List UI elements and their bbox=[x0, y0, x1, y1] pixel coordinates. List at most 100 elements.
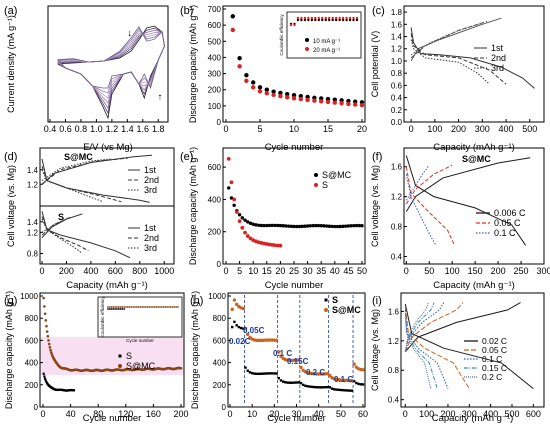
panel-e-y-tick-label: 200 bbox=[208, 228, 222, 237]
panel-e-point-1 bbox=[229, 180, 234, 185]
panel-e-point-0 bbox=[335, 224, 340, 229]
panel-e-x-tick-label: 35 bbox=[316, 266, 326, 276]
panel-c-panel-label: (c) bbox=[372, 5, 385, 17]
panel-g-inset-point bbox=[144, 306, 147, 308]
panel-b-inset-point bbox=[307, 16, 310, 20]
panel-c-frame bbox=[403, 5, 545, 123]
panel-h-x-tick-label: 60 bbox=[358, 409, 368, 419]
panel-e-legend-label: S bbox=[322, 180, 328, 190]
panel-b-point-1 bbox=[359, 103, 365, 108]
panel-g-inset-point bbox=[107, 306, 109, 308]
panel-h-point-1 bbox=[232, 298, 237, 302]
panel-g-inset-point bbox=[157, 306, 160, 308]
panel-d-bottom-curve bbox=[41, 213, 83, 238]
panel-e-point-0 bbox=[270, 223, 274, 228]
panel-g-inset-point bbox=[169, 306, 172, 308]
panel-h-point-1 bbox=[277, 350, 281, 354]
panel-h-point-0 bbox=[231, 325, 234, 329]
panel-b-inset-point bbox=[352, 18, 355, 22]
panel-f-discharge-1 bbox=[405, 155, 527, 246]
panel-e-point-0 bbox=[251, 222, 255, 226]
panel-g-point-0 bbox=[43, 377, 47, 380]
panel-i-panel-label: (i) bbox=[372, 295, 382, 307]
panel-g-inset-ylabel: Coulombic efficiency bbox=[100, 296, 105, 338]
panel-e-point-0 bbox=[232, 203, 236, 207]
panel-b-x-tick-label: 10 bbox=[289, 124, 299, 134]
panel-b-point-0 bbox=[251, 80, 256, 85]
panel-h-point-1 bbox=[328, 373, 332, 378]
panel-g-inset-point bbox=[175, 306, 178, 308]
panel-e-xlabel: Cycle number bbox=[265, 280, 324, 291]
panel-b-inset-point bbox=[355, 16, 359, 20]
panel-h-point-0 bbox=[253, 372, 256, 375]
panel-f-y-tick-label: 1.2 bbox=[391, 193, 403, 202]
panel-h-legend-label: S@MC bbox=[332, 305, 361, 315]
panel-h-point-0 bbox=[273, 372, 276, 375]
panel-h-point-0 bbox=[346, 389, 349, 392]
panel-b-point-1 bbox=[353, 102, 358, 107]
panel-g-inset-point bbox=[112, 306, 115, 308]
panel-g-frame bbox=[39, 292, 185, 408]
panel-b-ylabel: Discharge capacity (mAh g⁻¹) bbox=[188, 5, 198, 123]
panel-g-point-1 bbox=[45, 330, 49, 333]
panel-g-inset-point bbox=[135, 306, 138, 308]
panel-h-legend-label: S bbox=[332, 295, 338, 305]
panel-e-point-0 bbox=[324, 224, 329, 228]
panel-e-point-1 bbox=[240, 225, 245, 230]
panel-i-ylabel: Cell voltage (vs. Mg) bbox=[370, 309, 380, 391]
panel-g-point-1 bbox=[45, 324, 48, 328]
panel-g-inset-point bbox=[108, 308, 111, 310]
panel-b-panel-label: (b) bbox=[180, 5, 193, 17]
panel-i-legend-label: 0.1 C bbox=[482, 354, 502, 364]
panel-f-x-tick-label: 250 bbox=[514, 266, 529, 276]
panel-h-point-1 bbox=[246, 332, 250, 337]
panel-h-point-1 bbox=[241, 306, 245, 311]
panel-g-inset-point bbox=[153, 306, 156, 308]
panel-e-point-0 bbox=[243, 218, 247, 222]
panel-d-bottom-curve bbox=[41, 218, 82, 253]
panel-a-cv-cycle bbox=[57, 26, 165, 90]
panel-e-point-0 bbox=[346, 224, 351, 228]
panel-h-point-0 bbox=[332, 388, 336, 391]
panel-g-inset-point bbox=[159, 306, 161, 308]
panel-b-point-0 bbox=[257, 85, 263, 90]
panel-h-y-tick-label: 200 bbox=[213, 381, 227, 390]
panel-g-point-1 bbox=[44, 319, 48, 322]
panel-b-inset-point bbox=[300, 16, 303, 20]
panel-h-point-0 bbox=[275, 372, 278, 375]
panel-h-x-tick-label: 0 bbox=[227, 409, 232, 419]
panel-e-point-0 bbox=[237, 213, 242, 217]
panel-b-legend-marker bbox=[305, 38, 309, 42]
panel-i-discharge-curve bbox=[404, 315, 432, 389]
panel-f-x-tick-label: 50 bbox=[424, 266, 434, 276]
panel-f-x-tick-label: 200 bbox=[491, 266, 506, 276]
panel-b-inset-point bbox=[307, 18, 310, 22]
panel-h-point-0 bbox=[335, 388, 338, 391]
panel-b-y-tick-label: 600 bbox=[208, 21, 222, 30]
panel-h-x-tick-label: 10 bbox=[247, 409, 257, 419]
panel-d-top-curve bbox=[41, 169, 104, 203]
panel-g-inset-point bbox=[146, 306, 149, 308]
panel-g-inset-point bbox=[137, 306, 140, 308]
panel-h-point-0 bbox=[313, 385, 316, 389]
panel-b-inset-point bbox=[338, 18, 341, 22]
panel-d-bottom-title: S bbox=[58, 212, 64, 222]
panel-g-y-tick-label: 600 bbox=[25, 336, 39, 345]
panel-d-ylabel: Cell voltage (vs. Mg) bbox=[6, 165, 16, 247]
panel-g-inset-point bbox=[121, 308, 124, 310]
panel-g-inset-point bbox=[112, 308, 115, 310]
panel-c-y-tick-label: 1.8 bbox=[391, 8, 403, 17]
panel-b-y-tick-label: 200 bbox=[208, 86, 222, 95]
panel-b-point-1 bbox=[278, 93, 283, 99]
panel-g-inset-point bbox=[141, 306, 144, 308]
panel-c-x-tick-label: 0 bbox=[409, 124, 414, 134]
panel-g-point-1 bbox=[179, 367, 183, 370]
panel-g-inset-point bbox=[150, 306, 152, 308]
panel-e-point-0 bbox=[360, 224, 364, 228]
panel-h-legend-marker bbox=[324, 298, 328, 302]
panel-g-inset-point bbox=[107, 308, 109, 310]
panel-e-x-tick-label: 20 bbox=[275, 266, 285, 276]
panel-f-panel-label: (f) bbox=[372, 151, 382, 163]
panel-h-point-0 bbox=[286, 381, 289, 384]
panel-i-legend-label: 0.02 C bbox=[482, 336, 507, 346]
